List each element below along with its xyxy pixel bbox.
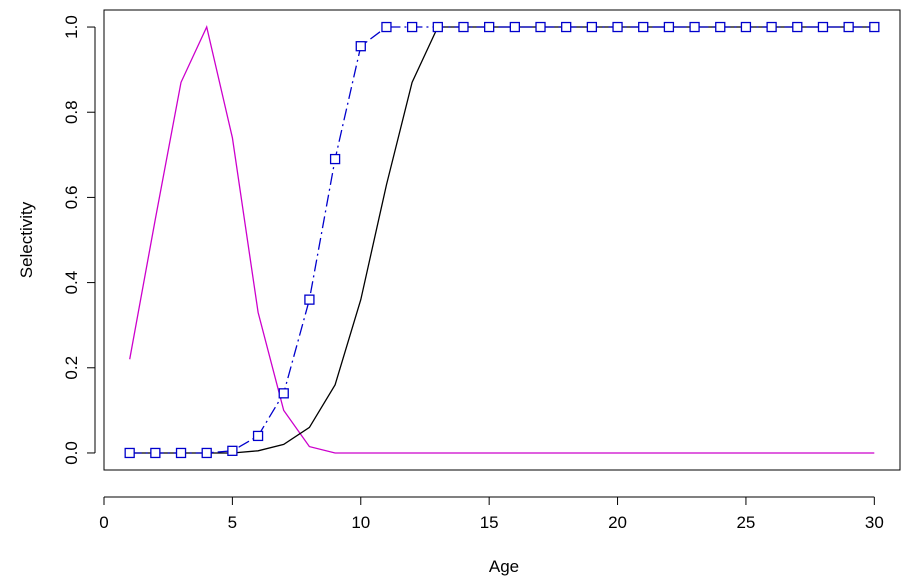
plot-frame: [103, 9, 901, 471]
series-point-marker: [252, 430, 264, 442]
y-tick-label: 1.0: [62, 15, 81, 39]
series-point-marker: [638, 21, 649, 33]
series-point-marker: [561, 21, 572, 33]
series-point-marker: [329, 153, 341, 165]
series-point-marker: [406, 21, 418, 33]
x-axis: 0 5 10 15 20 25 30: [99, 496, 884, 532]
series-point-marker: [458, 21, 469, 33]
series-line-0: [129, 25, 875, 454]
x-tick-label: 30: [865, 513, 884, 532]
y-axis: 0.0 0.2 0.4 0.6 0.8 1.0: [62, 15, 96, 465]
series-line-2: [129, 26, 875, 454]
series-point-marker: [304, 294, 315, 305]
series-point-marker: [740, 21, 752, 33]
series-point-marker: [817, 21, 829, 33]
series-point-marker: [432, 21, 443, 33]
series-point-marker: [124, 447, 135, 459]
series-point-marker: [201, 447, 212, 459]
series-point-marker: [586, 21, 598, 33]
y-axis-label: Selectivity: [17, 201, 36, 278]
series-point-marker: [355, 41, 366, 52]
series-line-1: [129, 26, 875, 454]
series-point-marker: [484, 21, 495, 33]
x-tick-label: 25: [736, 513, 755, 532]
series-point-marker: [381, 21, 392, 33]
series-point-marker: [612, 21, 623, 33]
y-tick-label: 0.4: [62, 271, 81, 295]
x-tick-label: 0: [99, 513, 108, 532]
series-point-marker: [766, 21, 777, 33]
series-point-marker: [278, 388, 289, 399]
series-point-marker: [869, 21, 880, 33]
y-tick-label: 0.2: [62, 356, 81, 380]
x-tick-label: 20: [608, 513, 627, 532]
series-point-marker: [792, 21, 803, 33]
x-axis-label: Age: [489, 557, 519, 576]
series-point-marker: [843, 21, 854, 33]
series-point-marker: [150, 447, 161, 459]
series-point-marker: [175, 447, 187, 459]
y-tick-label: 0.6: [62, 186, 81, 210]
y-tick-label: 0.0: [62, 441, 81, 465]
series-point-marker: [227, 445, 238, 456]
y-tick-label: 0.8: [62, 100, 81, 124]
x-tick-label: 5: [228, 513, 237, 532]
series-point-marker: [663, 21, 675, 33]
series-point-marker: [509, 21, 520, 33]
x-tick-label: 15: [480, 513, 499, 532]
series-point-marker: [715, 21, 726, 33]
x-tick-label: 10: [351, 513, 370, 532]
series-layer: [124, 21, 880, 459]
series-point-marker: [689, 21, 700, 33]
series-point-marker: [535, 21, 546, 33]
